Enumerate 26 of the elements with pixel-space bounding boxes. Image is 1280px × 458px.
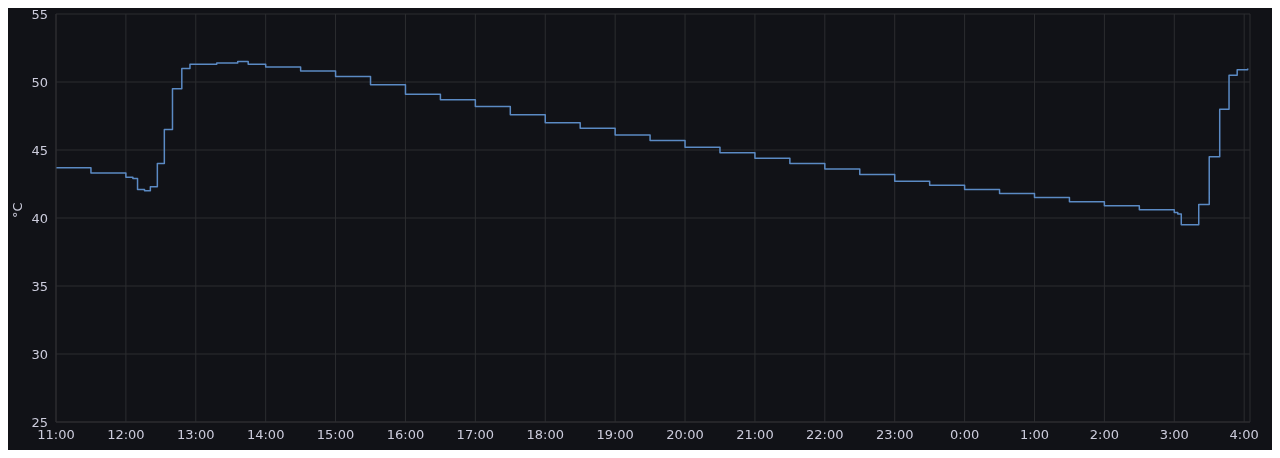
y-tick-label: 55 xyxy=(31,6,48,22)
y-tick-label: 45 xyxy=(31,142,48,158)
x-tick-label: 13:00 xyxy=(177,427,215,443)
y-axis-title: °C xyxy=(9,202,25,218)
y-tick-label: 35 xyxy=(31,278,48,294)
x-tick-label: 19:00 xyxy=(596,427,634,443)
x-tick-label: 17:00 xyxy=(456,427,495,443)
x-tick-label: 1:00 xyxy=(1019,427,1050,443)
y-tick-label: 50 xyxy=(31,74,48,90)
x-tick-label: 14:00 xyxy=(246,427,285,443)
x-tick-label: 3:00 xyxy=(1159,427,1189,443)
x-tick-label: 21:00 xyxy=(736,427,774,443)
x-tick-label: 22:00 xyxy=(806,427,844,443)
y-tick-label: 30 xyxy=(31,346,48,362)
x-tick-label: 0:00 xyxy=(950,427,980,443)
x-tick-label: 23:00 xyxy=(875,427,914,443)
x-tick-label: 12:00 xyxy=(107,427,145,443)
x-tick-label: 16:00 xyxy=(386,427,425,443)
y-tick-label: 25 xyxy=(31,414,48,430)
x-tick-label: 15:00 xyxy=(316,427,355,443)
x-tick-label: 18:00 xyxy=(526,427,564,443)
x-tick-label: 4:00 xyxy=(1229,427,1259,443)
x-tick-label: 2:00 xyxy=(1089,427,1119,443)
y-tick-label: 40 xyxy=(31,210,48,226)
x-tick-label: 20:00 xyxy=(666,427,704,443)
x-tick-label: 11:00 xyxy=(37,427,75,443)
